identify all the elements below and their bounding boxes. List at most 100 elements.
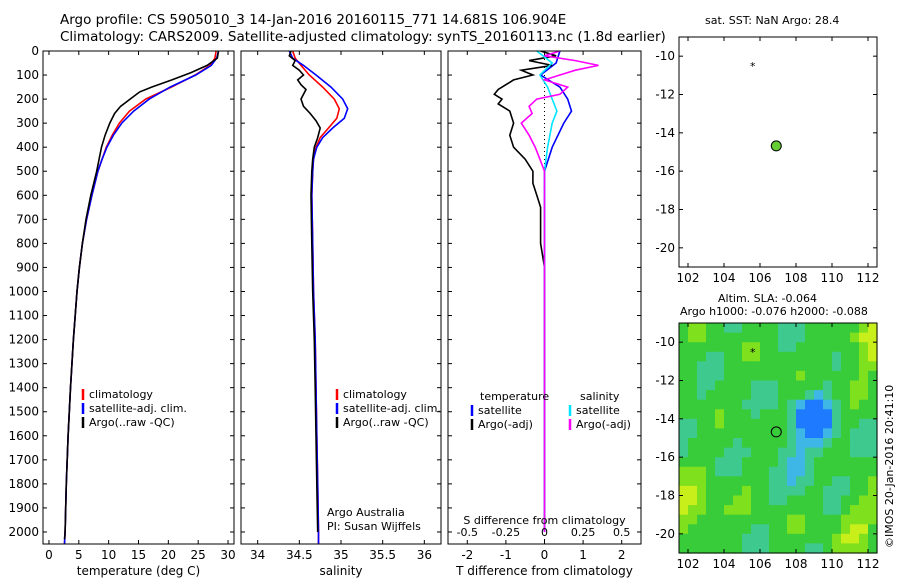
heatmap-cell: [697, 457, 707, 468]
heatmap-cell: [778, 447, 788, 458]
heatmap-cell: [823, 447, 833, 458]
heatmap-cell: [688, 370, 698, 382]
heatmap-cell: [715, 351, 725, 362]
heatmap-cell: [706, 370, 716, 382]
x-tick-label: 5: [75, 548, 83, 562]
heatmap-cell: [760, 466, 770, 477]
heatmap-cell: [688, 485, 698, 497]
heatmap-cell: [832, 438, 842, 449]
heatmap-cell: [742, 495, 752, 506]
heatmap-cell: [778, 380, 788, 391]
annotation-label: PI: Susan Wijffels: [327, 520, 421, 533]
heatmap-cell: [769, 399, 779, 410]
legend-label: satellite: [478, 404, 522, 417]
heatmap-cell: [742, 533, 752, 544]
heatmap-cell: [814, 476, 824, 487]
heatmap-cell: [787, 332, 797, 343]
heatmap-cell: [697, 380, 707, 391]
heatmap-cell: [679, 380, 689, 391]
annotation-label: Argo Australia: [327, 506, 405, 519]
heatmap-cell: [832, 447, 842, 458]
legend-label: satellite-adj. clim.: [89, 402, 187, 415]
heatmap-cell: [742, 351, 752, 362]
heatmap-cell: [850, 476, 860, 487]
heatmap-cell: [715, 332, 725, 343]
heatmap-cell: [679, 476, 689, 487]
heatmap-cell: [841, 485, 851, 497]
heatmap-cell: [823, 457, 833, 468]
map-x-tick-label: 110: [821, 271, 844, 285]
map-frame-4: [678, 322, 878, 554]
heatmap-cell: [706, 476, 716, 487]
heatmap-cell: [832, 524, 842, 535]
heatmap-cell: [751, 447, 761, 458]
heatmap-cell: [805, 390, 815, 401]
heatmap-cell: [697, 409, 707, 420]
y-tick-label: 100: [16, 68, 39, 82]
legend-label: Argo(..raw -QC): [89, 416, 175, 429]
heatmap-cell: [805, 466, 815, 477]
heatmap-cell: [841, 447, 851, 458]
y-tick-label: 1000: [8, 284, 39, 298]
heatmap-cell: [805, 514, 815, 525]
heatmap-cell: [688, 409, 698, 420]
heatmap-cell: [697, 505, 707, 516]
heatmap-cell: [697, 428, 707, 439]
heatmap-cell: [859, 533, 869, 544]
heatmap-cell: [706, 428, 716, 439]
heatmap-cell: [859, 409, 869, 420]
heatmap-cell: [733, 399, 743, 410]
heatmap-cell: [868, 351, 878, 362]
x-tick-label: -1: [500, 548, 512, 562]
heatmap-cell: [868, 418, 878, 429]
heatmap-cell: [715, 418, 725, 429]
heatmap-cell: [679, 390, 689, 401]
y-tick-label: 700: [16, 212, 39, 226]
heatmap-cell: [832, 370, 842, 382]
heatmap-cell: [760, 505, 770, 516]
argo-position-marker: [770, 426, 782, 438]
heatmap-cell: [814, 438, 824, 449]
map-x-tick-label: 104: [713, 271, 736, 285]
heatmap-cell: [751, 524, 761, 535]
heatmap-cell: [868, 447, 878, 458]
map-x-tick-label: 110: [821, 557, 844, 571]
heatmap-cell: [769, 514, 779, 525]
heatmap-cell: [787, 457, 797, 468]
heatmap-cell: [859, 380, 869, 391]
heatmap-cell: [697, 495, 707, 506]
heatmap-cell: [805, 323, 815, 334]
heatmap-cell: [841, 543, 851, 554]
heatmap-cell: [733, 476, 743, 487]
heatmap-cell: [751, 418, 761, 429]
heatmap-cell: [841, 342, 851, 353]
heatmap-cell: [742, 457, 752, 468]
heatmap-cell: [859, 418, 869, 429]
heatmap-cell: [832, 342, 842, 353]
heatmap-cell: [760, 514, 770, 525]
heatmap-cell: [697, 524, 707, 535]
heatmap-cell: [760, 533, 770, 544]
heatmap-cell: [850, 323, 860, 334]
heatmap-cell: [751, 351, 761, 362]
heatmap-cell: [724, 543, 734, 554]
heatmap-cell: [814, 342, 824, 353]
heatmap-cell: [778, 476, 788, 487]
heatmap-cell: [715, 409, 725, 420]
heatmap-cell: [841, 409, 851, 420]
heatmap-cell: [751, 466, 761, 477]
heatmap-cell: [814, 361, 824, 372]
panel-frame-2: [447, 50, 642, 545]
heatmap-cell: [805, 505, 815, 516]
heatmap-cell: [724, 533, 734, 544]
series-line-argorawqc: [288, 51, 322, 533]
heatmap-cell: [850, 409, 860, 420]
heatmap-cell: [715, 495, 725, 506]
heatmap-cell: [796, 495, 806, 506]
heatmap-cell: [697, 342, 707, 353]
map-x-tick-label: 108: [785, 271, 808, 285]
heatmap-cell: [778, 543, 788, 554]
heatmap-cell: [724, 332, 734, 343]
heatmap-cell: [724, 370, 734, 382]
